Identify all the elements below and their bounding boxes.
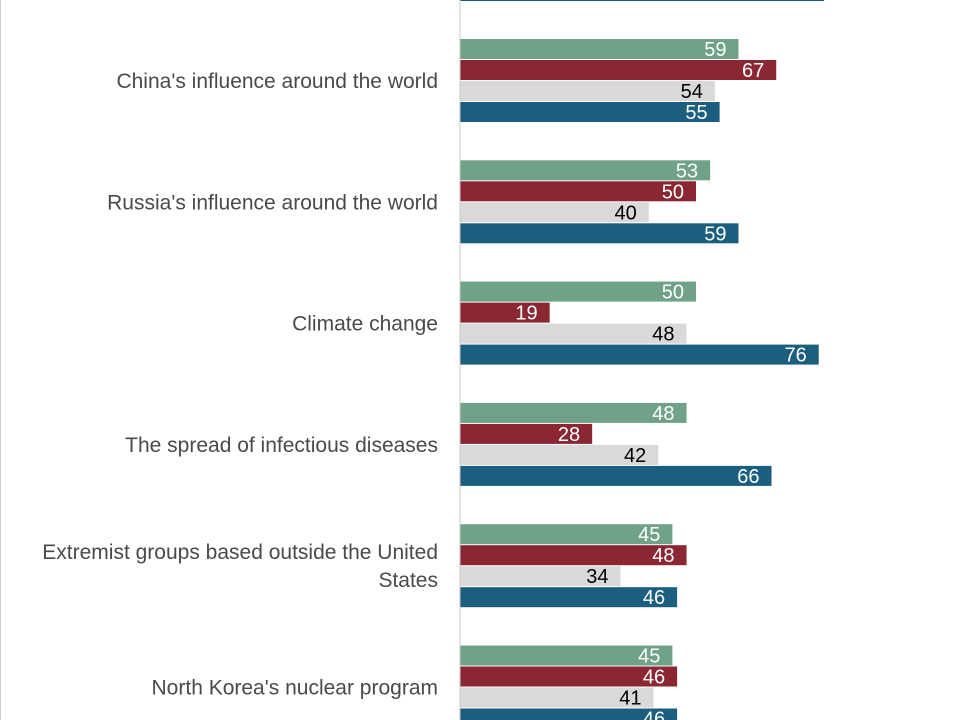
data-label: 53 xyxy=(676,160,698,182)
category-label: China's influence around the world xyxy=(116,70,438,93)
bar xyxy=(460,566,621,587)
data-label: 19 xyxy=(515,303,537,325)
category-label-line: North Korea's nuclear program xyxy=(152,677,438,700)
category-label-line: Russia's influence around the world xyxy=(107,191,438,214)
data-label: 46 xyxy=(643,667,665,689)
bar xyxy=(460,545,687,566)
bar xyxy=(460,160,711,181)
category-label: North Korea's nuclear program xyxy=(152,677,438,700)
bar xyxy=(460,223,739,244)
data-label: 45 xyxy=(638,646,660,668)
data-label: 48 xyxy=(652,545,674,567)
bar xyxy=(460,687,654,708)
category-label: Extremist groups based outside the Unite… xyxy=(42,541,438,592)
data-label: 41 xyxy=(619,688,641,710)
bar xyxy=(460,60,777,80)
bar xyxy=(460,102,720,122)
category-label: The spread of infectious diseases xyxy=(125,434,438,457)
bar xyxy=(460,524,673,545)
data-label: 48 xyxy=(652,403,674,425)
data-label: 34 xyxy=(586,566,608,588)
data-label: 54 xyxy=(681,81,703,103)
labels-layer: China's influence around the world 59 67 54… xyxy=(42,39,806,720)
data-label: 42 xyxy=(624,445,646,467)
bar xyxy=(460,666,678,687)
bar xyxy=(460,281,696,302)
category-label-line: China's influence around the world xyxy=(116,70,438,93)
bar-cropped-top xyxy=(460,0,824,1)
category-label: Climate change xyxy=(292,313,438,336)
data-label: 50 xyxy=(662,282,684,304)
bar xyxy=(460,423,593,444)
data-label: 28 xyxy=(558,424,580,446)
bar xyxy=(460,402,687,423)
data-label: 45 xyxy=(638,524,660,546)
bar xyxy=(460,444,659,465)
bar xyxy=(460,81,715,101)
data-label: 66 xyxy=(737,466,759,488)
data-label: 59 xyxy=(704,39,726,61)
bar xyxy=(460,39,739,59)
data-label: 76 xyxy=(784,345,806,367)
bar xyxy=(460,708,678,720)
bar xyxy=(460,181,696,202)
bar xyxy=(460,302,550,323)
category-label-line: Climate change xyxy=(292,313,438,336)
data-label: 48 xyxy=(652,324,674,346)
data-label: 55 xyxy=(685,102,707,124)
bar xyxy=(460,202,649,223)
category-label: Russia's influence around the world xyxy=(107,191,438,214)
bar xyxy=(460,587,678,608)
data-label: 46 xyxy=(643,709,665,720)
data-label: 67 xyxy=(742,60,764,82)
category-label-line: States xyxy=(378,569,438,592)
bar xyxy=(460,323,687,344)
category-label-line: Extremist groups based outside the Unite… xyxy=(42,541,438,564)
bars-layer xyxy=(460,0,824,720)
bar xyxy=(460,465,772,486)
data-label: 40 xyxy=(615,202,637,224)
bar xyxy=(460,344,819,365)
data-label: 50 xyxy=(662,181,684,203)
data-label: 46 xyxy=(643,587,665,609)
bar xyxy=(460,645,673,666)
category-label-line: The spread of infectious diseases xyxy=(125,434,438,457)
data-label: 59 xyxy=(704,223,726,245)
